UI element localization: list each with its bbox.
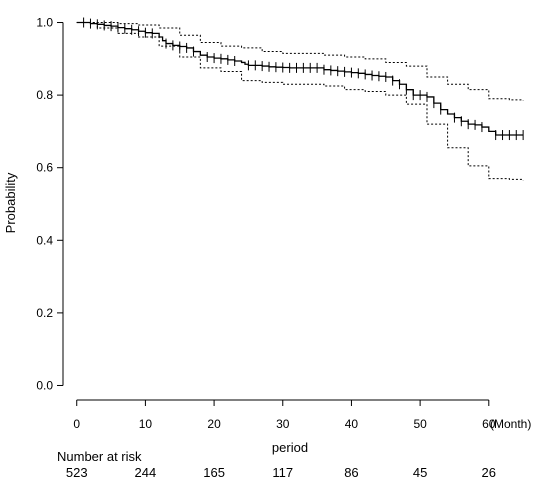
y-ticks: 0.0 0.2 0.4 0.6 0.8 1.0 bbox=[36, 16, 63, 392]
series-estimate-line bbox=[76, 21, 524, 136]
x-axis-unit-label: (Month) bbox=[490, 417, 531, 431]
risk-table-counts: 523 244 165 117 86 45 26 bbox=[66, 465, 496, 480]
x-tick-label: 30 bbox=[276, 417, 290, 431]
y-tick-label: 0.6 bbox=[36, 161, 53, 175]
x-ticks: 0 10 20 30 40 50 60 bbox=[73, 400, 496, 431]
x-tick-label: 60 bbox=[482, 417, 496, 431]
y-tick-label: 0.0 bbox=[36, 378, 53, 392]
y-tick-label: 0.4 bbox=[36, 233, 53, 247]
x-tick-label: 50 bbox=[413, 417, 427, 431]
censor-marks bbox=[83, 17, 524, 141]
axes bbox=[62, 22, 489, 401]
y-tick-label: 0.8 bbox=[36, 88, 53, 102]
x-tick-label: 10 bbox=[139, 417, 153, 431]
series-lower-ci-line bbox=[76, 22, 524, 181]
plot-lines bbox=[76, 21, 524, 181]
series-upper-ci-line bbox=[76, 22, 524, 101]
x-tick-label: 0 bbox=[73, 417, 80, 431]
y-tick-label: 1.0 bbox=[36, 16, 53, 30]
x-axis-title: period bbox=[272, 440, 308, 455]
risk-count: 117 bbox=[272, 465, 293, 480]
x-tick-label: 40 bbox=[345, 417, 359, 431]
risk-count: 523 bbox=[66, 465, 88, 480]
risk-count: 165 bbox=[203, 465, 225, 480]
x-tick-label: 20 bbox=[207, 417, 221, 431]
risk-count: 26 bbox=[482, 465, 496, 480]
risk-count: 86 bbox=[344, 465, 358, 480]
y-axis-title: Probability bbox=[3, 172, 18, 233]
risk-count: 244 bbox=[135, 465, 157, 480]
risk-table-title: Number at risk bbox=[57, 449, 142, 464]
y-tick-label: 0.2 bbox=[36, 306, 53, 320]
risk-count: 45 bbox=[413, 465, 427, 480]
